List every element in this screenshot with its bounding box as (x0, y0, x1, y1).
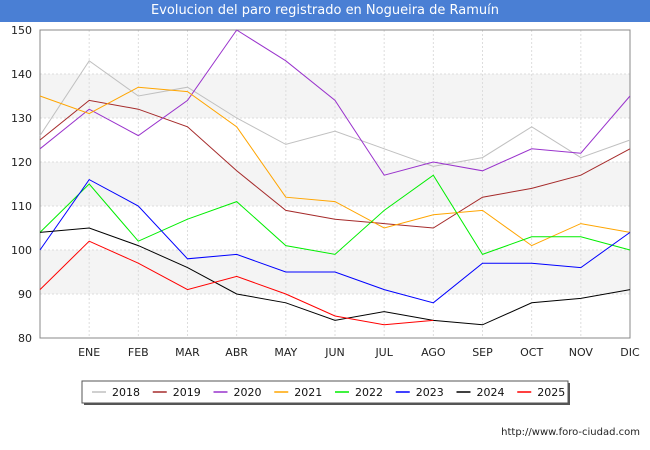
y-tick-label: 140 (11, 68, 32, 81)
x-tick-label: AGO (421, 346, 446, 359)
x-tick-label: DIC (620, 346, 640, 359)
x-tick-label: ENE (78, 346, 100, 359)
x-tick-label: JUN (324, 346, 345, 359)
legend-label-2023: 2023 (416, 386, 444, 399)
plot-frame (39, 29, 631, 339)
series-line-2020 (39, 29, 631, 176)
y-tick-label: 120 (11, 156, 32, 169)
x-tick-label: FEB (128, 346, 149, 359)
legend-label-2024: 2024 (477, 386, 505, 399)
x-tick-label: ABR (225, 346, 248, 359)
y-tick-label: 110 (11, 200, 32, 213)
legend-label-2019: 2019 (173, 386, 201, 399)
x-tick-label: MAY (274, 346, 297, 359)
x-tick-label: JUL (374, 346, 393, 359)
source-credit[interactable]: http://www.foro-ciudad.com (501, 427, 640, 438)
series-line-2024 (39, 227, 631, 326)
y-tick-label: 100 (11, 244, 32, 257)
y-tick-label: 90 (18, 288, 32, 301)
y-tick-label: 130 (11, 112, 32, 125)
series-line-2021 (39, 86, 631, 247)
series-line-2022 (39, 174, 631, 256)
x-tick-label: OCT (520, 346, 543, 359)
y-tick-label: 150 (11, 24, 32, 37)
series-line-2025 (39, 240, 434, 326)
legend-label-2018: 2018 (112, 386, 140, 399)
legend-box (81, 380, 569, 404)
series-line-2023 (39, 178, 631, 304)
x-tick-label: MAR (175, 346, 200, 359)
legend-label-2020: 2020 (234, 386, 262, 399)
legend-label-2022: 2022 (355, 386, 383, 399)
x-tick-label: SEP (472, 346, 493, 359)
chart-title: Evolucion del paro registrado en Nogueir… (150, 3, 500, 18)
legend-label-2025: 2025 (537, 386, 565, 399)
series-line-2018 (39, 60, 631, 167)
series-line-2019 (39, 99, 631, 229)
x-tick-label: NOV (569, 346, 594, 359)
legend-label-2021: 2021 (294, 386, 322, 399)
y-tick-label: 80 (18, 332, 32, 345)
title-bar: Evolucion del paro registrado en Nogueir… (0, 0, 650, 22)
